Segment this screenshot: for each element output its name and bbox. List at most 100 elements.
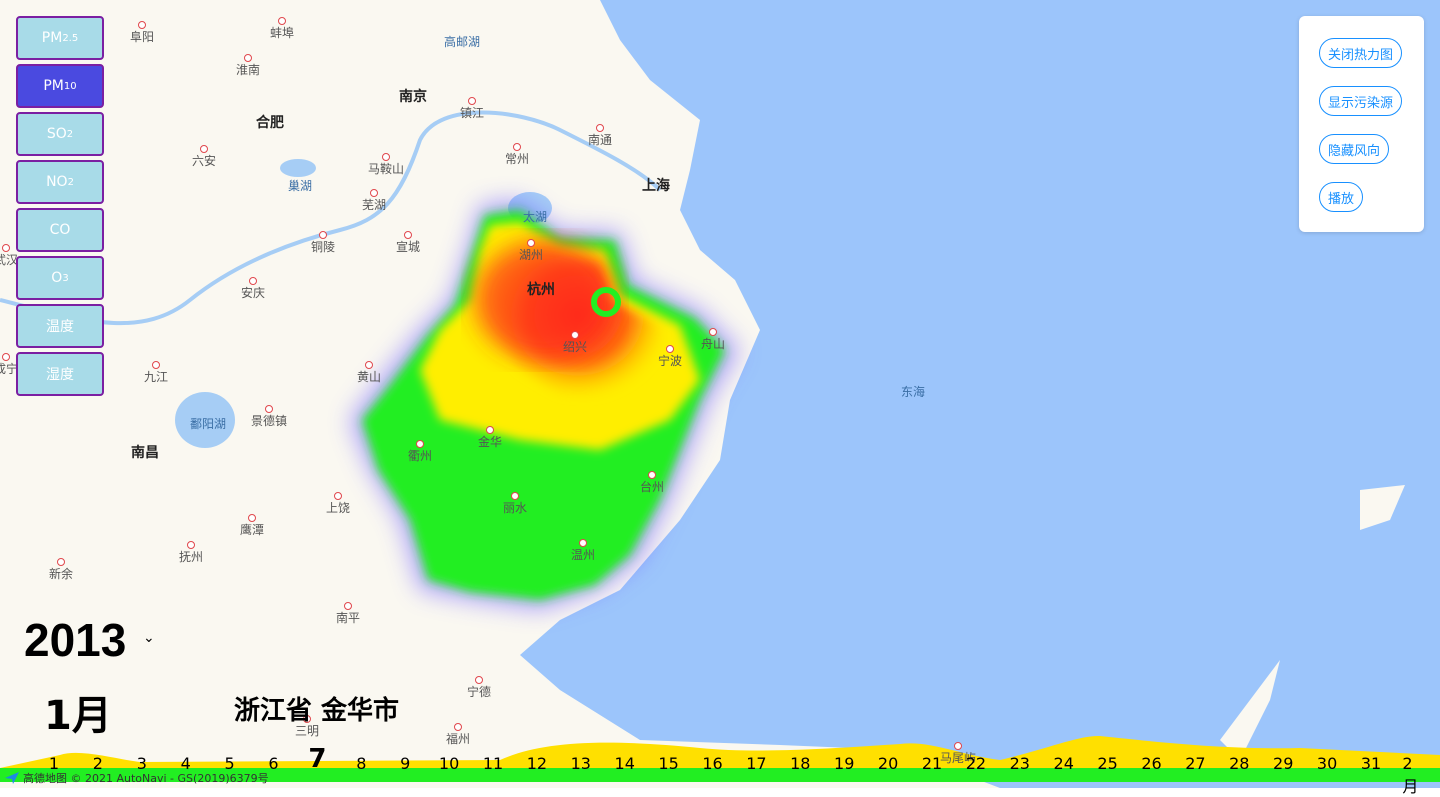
timeline-day[interactable]: 27	[1185, 754, 1206, 773]
city-label: 东海	[900, 385, 926, 399]
timeline-day[interactable]: 18	[790, 754, 811, 773]
pollutant-label: CO	[49, 222, 71, 238]
timeline-day[interactable]: 11	[482, 754, 504, 773]
city-marker-icon	[244, 54, 252, 62]
timeline-day[interactable]: 31	[1360, 754, 1382, 773]
pollutant-button[interactable]: NO 2	[16, 160, 104, 204]
timeline-day[interactable]: 29	[1273, 754, 1294, 773]
map-attribution: 高德地图 © 2021 AutoNavi - GS(2019)6379号	[4, 770, 269, 786]
city-marker-icon	[954, 742, 962, 750]
timeline-day[interactable]: 22	[965, 754, 987, 773]
show-pollution-source-button[interactable]: 显示污染源	[1319, 86, 1403, 116]
timeline-day[interactable]: 23	[1009, 754, 1030, 773]
timeline-day[interactable]: 9	[400, 754, 411, 773]
city-marker-icon	[571, 331, 579, 339]
timeline-day[interactable]: 30	[1316, 754, 1338, 773]
toggle-heatmap-button[interactable]: 关闭热力图	[1319, 38, 1403, 68]
timeline-wave	[0, 735, 1440, 768]
pollutant-button[interactable]: CO	[16, 208, 104, 252]
city-label: 南通	[587, 133, 613, 147]
city-label: 湖州	[518, 248, 544, 262]
city-label: 杭州	[527, 282, 555, 298]
timeline-day[interactable]: 20	[877, 754, 899, 773]
pollutant-subscript: 2	[66, 128, 74, 140]
timeline-day[interactable]: 21	[921, 754, 943, 773]
city-marker-icon	[2, 244, 10, 252]
toggle-wind-button[interactable]: 隐藏风向	[1319, 134, 1390, 164]
city-label: 南京	[399, 89, 427, 105]
timeline-day[interactable]: 13	[570, 754, 591, 773]
city-label: 抚州	[178, 550, 204, 564]
pollutant-label: NO	[46, 174, 68, 190]
timeline-day[interactable]: 16	[702, 754, 723, 773]
pollutant-label: PM	[41, 30, 63, 46]
city-marker-icon	[486, 426, 494, 434]
pollutant-label: 温度	[46, 319, 74, 335]
chevron-down-icon[interactable]: ⌄	[143, 630, 155, 646]
city-label: 淮南	[235, 63, 261, 77]
city-marker-icon	[404, 231, 412, 239]
timeline-day[interactable]: 1	[48, 754, 60, 773]
timeline-day[interactable]: 12	[526, 754, 548, 773]
timeline-day[interactable]: 2月	[1402, 754, 1419, 796]
city-label: 阜阳	[129, 30, 155, 44]
pollutant-button[interactable]: SO 2	[16, 112, 104, 156]
city-marker-icon	[248, 514, 256, 522]
pollutant-panel: PM 2.5 PM 10 SO 2 NO 2 CO O 3 温度 湿度	[16, 16, 104, 400]
city-marker-icon	[187, 541, 195, 549]
timeline-day[interactable]: 4	[180, 754, 191, 773]
sea-area	[520, 0, 1440, 788]
amap-logo-icon	[5, 772, 19, 784]
timeline-day[interactable]: 2	[92, 754, 103, 773]
city-label: 合肥	[256, 115, 284, 131]
timeline-day[interactable]: 19	[834, 754, 855, 773]
city-marker-icon	[527, 239, 535, 247]
city-label: 常州	[504, 152, 530, 166]
control-panel: 关闭热力图 显示污染源 隐藏风向 播放	[1299, 16, 1424, 232]
timeline-day[interactable]: 26	[1141, 754, 1162, 773]
city-label: 巢湖	[287, 179, 313, 193]
city-marker-icon	[370, 189, 378, 197]
play-button[interactable]: 播放	[1319, 182, 1364, 212]
city-label: 镇江	[459, 106, 485, 120]
pollutant-button[interactable]: 湿度	[16, 352, 104, 396]
city-label: 马尾屿	[939, 751, 977, 765]
city-marker-icon	[454, 723, 462, 731]
year-select[interactable]: 2013	[24, 614, 127, 666]
timeline-day[interactable]: 3	[136, 754, 147, 773]
pollutant-subscript: 2.5	[62, 32, 79, 44]
city-label: 黄山	[356, 370, 382, 384]
attribution-text: 高德地图 © 2021 AutoNavi - GS(2019)6379号	[23, 772, 269, 785]
pollutant-button[interactable]: PM 2.5	[16, 16, 104, 60]
city-marker-icon	[468, 97, 476, 105]
city-label: 上海	[642, 178, 670, 194]
timeline-day[interactable]: 7	[308, 744, 327, 774]
pollutant-label: 湿度	[46, 367, 74, 383]
city-marker-icon	[303, 715, 311, 723]
timeline-bar[interactable]	[0, 768, 1440, 782]
timeline-day[interactable]: 15	[658, 754, 679, 773]
city-marker-icon	[278, 17, 286, 25]
timeline-day[interactable]: 8	[356, 754, 367, 773]
pollutant-button[interactable]: 温度	[16, 304, 104, 348]
timeline-day[interactable]: 5	[224, 754, 235, 773]
city-label: 南昌	[131, 445, 159, 461]
city-label: 安庆	[240, 286, 266, 300]
city-label: 芜湖	[361, 198, 387, 212]
timeline-day[interactable]: 28	[1229, 754, 1250, 773]
timeline-day[interactable]: 6	[268, 754, 279, 773]
pollutant-label: PM	[43, 78, 64, 94]
timeline-day[interactable]: 10	[438, 754, 460, 773]
timeline-day[interactable]: 14	[614, 754, 635, 773]
pollutant-subscript: 3	[62, 272, 69, 284]
city-label: 温州	[570, 548, 596, 562]
timeline-day[interactable]: 24	[1053, 754, 1074, 773]
month-label: 1月	[44, 693, 112, 739]
timeline-day[interactable]: 25	[1097, 754, 1118, 773]
pollutant-label: SO	[46, 126, 67, 142]
pollutant-button[interactable]: PM 10	[16, 64, 104, 108]
city-marker-icon	[249, 277, 257, 285]
timeline-day[interactable]: 17	[746, 754, 767, 773]
